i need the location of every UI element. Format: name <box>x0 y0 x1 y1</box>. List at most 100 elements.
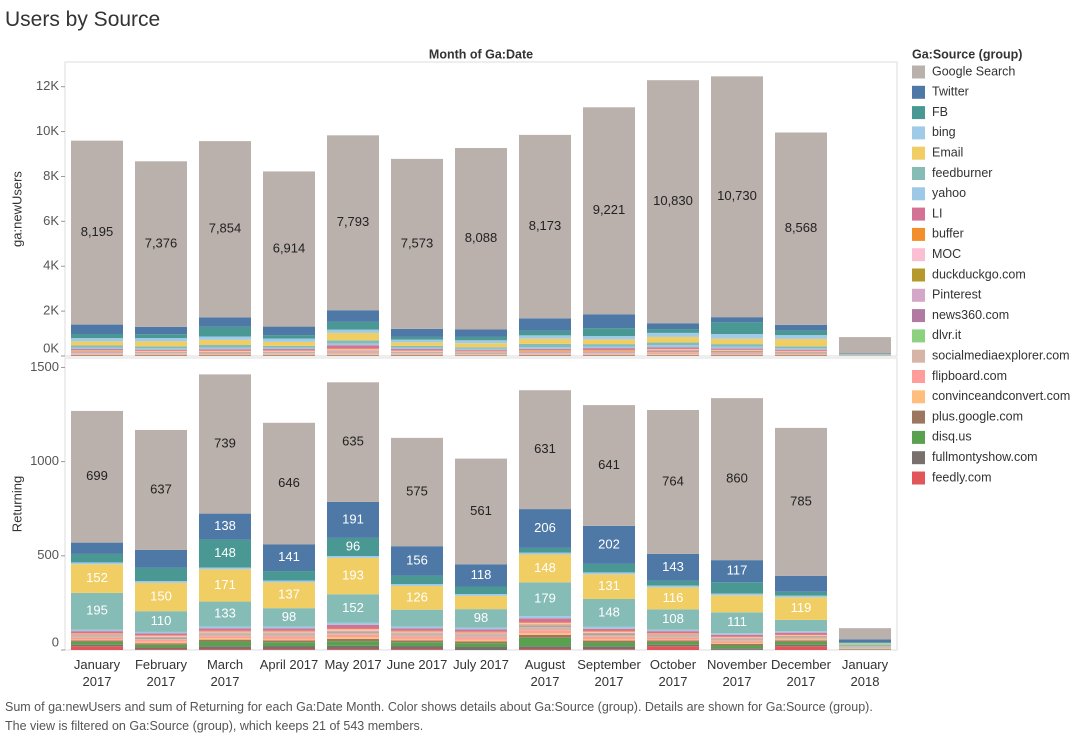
bar-segment <box>327 639 379 641</box>
bar-segment <box>327 354 379 355</box>
data-label: 6,914 <box>273 240 306 255</box>
bar-segment <box>327 348 379 349</box>
bar-segment <box>519 622 571 623</box>
bar-segment <box>135 649 187 650</box>
bar-segment <box>263 632 315 633</box>
bar-segment <box>199 638 251 640</box>
x-tick-label: March 2017 <box>193 656 257 690</box>
bar-segment <box>647 630 699 632</box>
legend-swatch <box>912 451 925 464</box>
bar-segment <box>391 632 443 633</box>
bar-segment <box>199 632 251 633</box>
bar-segment <box>135 350 187 351</box>
data-label: 138 <box>214 518 236 533</box>
bar-segment <box>71 345 123 347</box>
bar-segment <box>519 331 571 335</box>
bar-segment <box>455 643 507 647</box>
bar-segment <box>711 349 763 350</box>
bar-segment <box>455 347 507 349</box>
footnote: Sum of ga:newUsers and sum of Returning … <box>5 698 873 736</box>
bar-segment <box>135 635 187 636</box>
bar-segment <box>327 353 379 354</box>
bar-segment <box>391 642 443 646</box>
bar-segment <box>263 351 315 352</box>
bar-segment <box>519 335 571 338</box>
data-label: 118 <box>471 567 492 582</box>
bar-segment <box>327 556 379 558</box>
bar-segment <box>199 350 251 351</box>
data-label: 111 <box>727 614 747 629</box>
data-label: 764 <box>662 473 684 488</box>
bar-segment <box>391 340 443 343</box>
bar-segment <box>775 339 827 346</box>
legend-swatch <box>912 248 925 261</box>
y-tick-label: 0K <box>43 340 59 355</box>
x-tick-label: August 2017 <box>513 656 577 690</box>
bar-segment <box>391 346 443 348</box>
bar-segment <box>775 576 827 592</box>
bar-segment <box>711 593 763 595</box>
bar-segment <box>455 638 507 640</box>
bar-segment <box>135 638 187 639</box>
bar-segment <box>647 635 699 636</box>
bar-segment <box>199 649 251 650</box>
data-label: 8,173 <box>529 218 562 233</box>
bar-segment <box>135 633 187 635</box>
bar-segment <box>263 631 315 632</box>
bar-segment <box>71 543 123 554</box>
bar-segment <box>519 353 571 354</box>
bar-segment <box>391 634 443 635</box>
bar-segment <box>775 637 827 638</box>
bar-segment <box>135 645 187 648</box>
legend-label: flipboard.com <box>932 369 1007 383</box>
bar-segment <box>263 646 315 649</box>
bar-segment <box>775 640 827 642</box>
bar-segment <box>519 351 571 352</box>
legend-swatch <box>912 309 925 322</box>
data-label: 8,088 <box>465 230 498 245</box>
bar-segment <box>647 635 699 636</box>
data-label: 195 <box>86 603 108 618</box>
bar-segment <box>455 340 507 343</box>
data-label: 635 <box>342 434 364 449</box>
bar-segment <box>135 334 187 338</box>
bar-segment <box>583 572 635 574</box>
y-tick-label: 6K <box>43 213 59 228</box>
bar-segment <box>647 353 699 354</box>
bar-segment <box>199 634 251 635</box>
bar-segment <box>647 581 699 586</box>
bar-segment <box>135 341 187 346</box>
subtitle: Month of Ga:Date <box>429 47 533 61</box>
bar-segment <box>583 634 635 635</box>
data-label: 8,195 <box>81 224 114 239</box>
bar-segment <box>519 347 571 349</box>
bar-segment <box>711 633 763 635</box>
data-label: 141 <box>278 549 300 564</box>
bar-segment <box>391 637 443 639</box>
bar-segment <box>647 642 699 645</box>
bar-segment <box>711 352 763 353</box>
bar-segment <box>135 346 187 348</box>
footnote-line: The view is filtered on Ga:Source (group… <box>5 717 873 736</box>
bar-segment <box>391 631 443 632</box>
bar-segment <box>583 348 635 350</box>
data-label: 10,730 <box>717 188 757 203</box>
bar-segment <box>519 350 571 351</box>
data-label: 98 <box>474 610 488 625</box>
bar-segment <box>519 627 571 628</box>
bar-segment <box>135 354 187 355</box>
bar-segment <box>135 640 187 642</box>
legend-swatch <box>912 208 925 221</box>
bar-segment <box>519 638 571 646</box>
x-tick-label: April 2017 <box>257 656 321 673</box>
bar-segment <box>135 632 187 634</box>
bar-segment <box>199 642 251 647</box>
bar-segment <box>775 639 827 640</box>
bar-segment <box>455 349 507 350</box>
legend-label: plus.google.com <box>932 409 1023 423</box>
bar-segment <box>583 339 635 344</box>
y-tick-label: 500 <box>37 547 59 562</box>
bar-segment <box>647 646 699 650</box>
legend-swatch <box>912 431 925 444</box>
bar-segment <box>519 623 571 625</box>
